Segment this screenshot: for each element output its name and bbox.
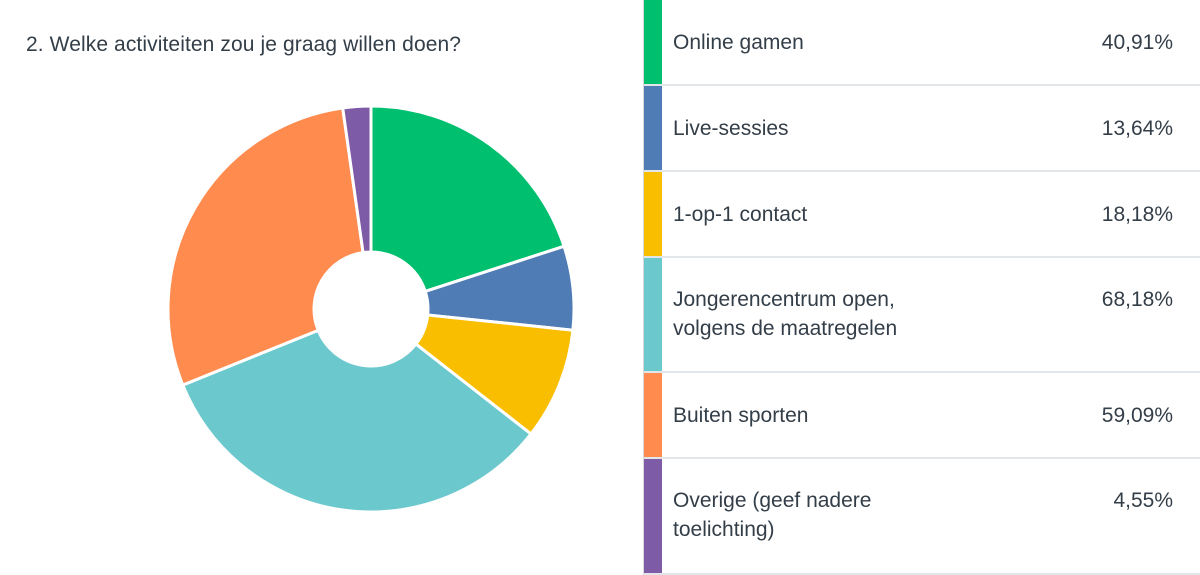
legend-value: 4,55%	[1113, 489, 1173, 512]
legend-swatch	[644, 459, 662, 573]
legend-label-line: 1-op-1 contact	[673, 203, 808, 226]
legend-swatch	[644, 0, 662, 84]
legend-swatch	[644, 172, 662, 256]
legend-label-line: Live-sessies	[673, 117, 789, 140]
legend-label: Online gamen	[673, 28, 1033, 57]
legend-row-jongerencentrum: Jongerencentrum open, volgens de maatreg…	[644, 258, 1200, 373]
legend-label: 1-op-1 contact	[673, 200, 1033, 229]
legend-row-buiten-sporten: Buiten sporten 59,09%	[644, 373, 1200, 459]
question-title: 2. Welke activiteiten zou je graag wille…	[26, 33, 462, 56]
legend-label-line: toelichting)	[673, 518, 775, 541]
donut-chart	[165, 103, 577, 515]
legend-label-line: Buiten sporten	[673, 404, 809, 427]
donut-slice-5	[341, 104, 373, 255]
legend-label: Buiten sporten	[673, 401, 1033, 430]
donut-slice-4	[166, 106, 365, 388]
donut-chart-svg	[166, 104, 576, 514]
legend-label: Jongerencentrum open, volgens de maatreg…	[673, 285, 1033, 343]
legend-label-line: volgens de maatregelen	[673, 317, 898, 340]
legend-value: 13,64%	[1101, 117, 1173, 140]
legend-label: Live-sessies	[673, 114, 1033, 143]
legend-table: Online gamen 40,91% Live-sessies 13,64% …	[643, 0, 1200, 575]
legend-value: 68,18%	[1101, 288, 1173, 311]
donut-slice-3	[180, 328, 534, 514]
legend-label: Overige (geef nadere toelichting)	[673, 486, 1033, 544]
legend-row-live-sessies: Live-sessies 13,64%	[644, 86, 1200, 172]
legend-swatch	[644, 86, 662, 170]
donut-slice-0	[369, 104, 566, 294]
legend-swatch	[644, 373, 662, 457]
legend-row-1-op-1-contact: 1-op-1 contact 18,18%	[644, 172, 1200, 258]
legend-label-line: Jongerencentrum open,	[673, 288, 895, 311]
legend-label-line: Online gamen	[673, 31, 804, 54]
legend-swatch	[644, 258, 662, 371]
legend-value: 18,18%	[1101, 203, 1173, 226]
legend-row-online-gamen: Online gamen 40,91%	[644, 0, 1200, 86]
legend-row-overige: Overige (geef nadere toelichting) 4,55%	[644, 459, 1200, 575]
legend-value: 40,91%	[1101, 31, 1173, 54]
legend-label-line: Overige (geef nadere	[673, 489, 872, 512]
legend-value: 59,09%	[1101, 404, 1173, 427]
